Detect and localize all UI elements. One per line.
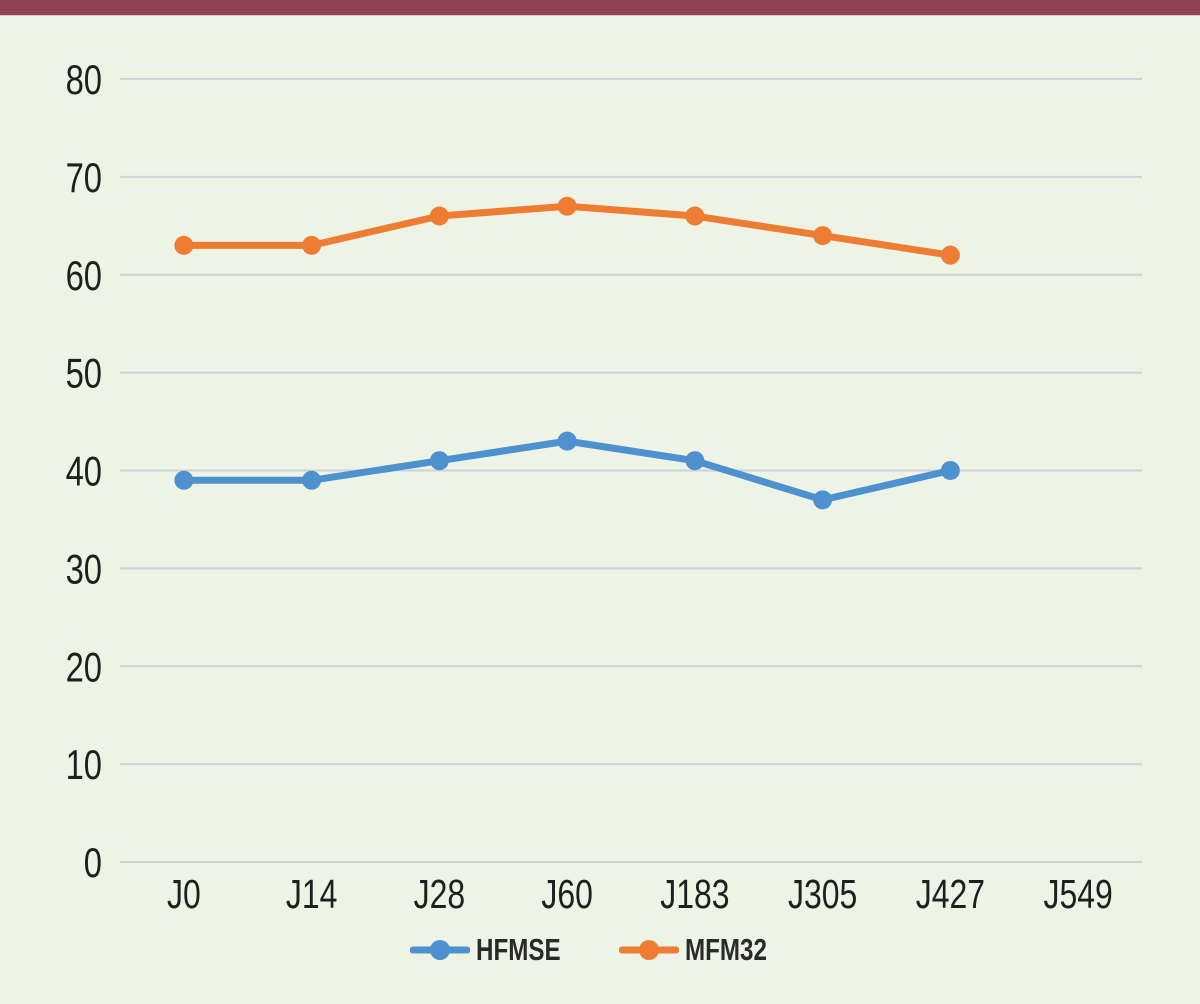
chart-legend: HFMSE MFM32	[0, 932, 1200, 968]
y-axis-tick-label: 20	[66, 643, 102, 690]
legend-label-mfm32: MFM32	[684, 932, 767, 967]
data-point-mfm32-j305	[813, 226, 833, 246]
y-axis-tick-label: 70	[66, 154, 102, 201]
x-axis-category-label: J60	[541, 871, 593, 917]
data-point-hfmse-j14	[302, 470, 322, 490]
y-axis-tick-label: 60	[66, 252, 102, 299]
series-line-hfmse	[180, 437, 954, 504]
data-point-hfmse-j427	[940, 461, 960, 480]
legend-dot	[638, 940, 659, 960]
x-axis-category-label: J183	[660, 871, 729, 917]
x-axis-category-label: J427	[916, 871, 985, 917]
data-point-mfm32-j60	[557, 196, 577, 216]
x-axis-category-label: J14	[286, 871, 338, 917]
y-axis-tick-label: 0	[84, 839, 102, 886]
legend-dot	[430, 940, 451, 960]
legend-label-hfmse: HFMSE	[476, 932, 561, 967]
data-point-mfm32-j14	[302, 235, 322, 255]
data-point-mfm32-j183	[685, 206, 705, 226]
data-point-mfm32-j427	[940, 245, 960, 265]
x-axis-category-label: J305	[788, 871, 857, 917]
data-point-mfm32-j0	[174, 235, 194, 255]
mfm32-series-marker-icon	[618, 940, 679, 960]
data-point-hfmse-j60	[557, 431, 577, 451]
top-accent-bar	[0, 0, 1200, 16]
data-point-hfmse-j183	[685, 451, 705, 471]
data-point-hfmse-j28	[429, 451, 449, 471]
y-axis-tick-label: 50	[66, 350, 102, 397]
x-axis-category-label: J0	[167, 871, 201, 917]
x-axis-category-label: J28	[414, 871, 466, 917]
y-axis-tick-label: 80	[66, 56, 102, 103]
legend-item-hfmse: HFMSE	[410, 932, 585, 968]
legend-item-mfm32: MFM32	[618, 932, 790, 968]
data-point-hfmse-j305	[813, 490, 833, 510]
data-point-mfm32-j28	[429, 206, 449, 226]
x-axis-category-label: J549	[1043, 871, 1112, 917]
y-axis-tick-label: 10	[66, 741, 102, 788]
series-line-mfm32	[180, 202, 954, 259]
data-point-hfmse-j0	[174, 470, 194, 490]
y-axis-tick-label: 30	[66, 545, 102, 592]
y-axis-tick-label: 40	[66, 448, 102, 495]
hfmse-series-marker-icon	[410, 940, 471, 960]
